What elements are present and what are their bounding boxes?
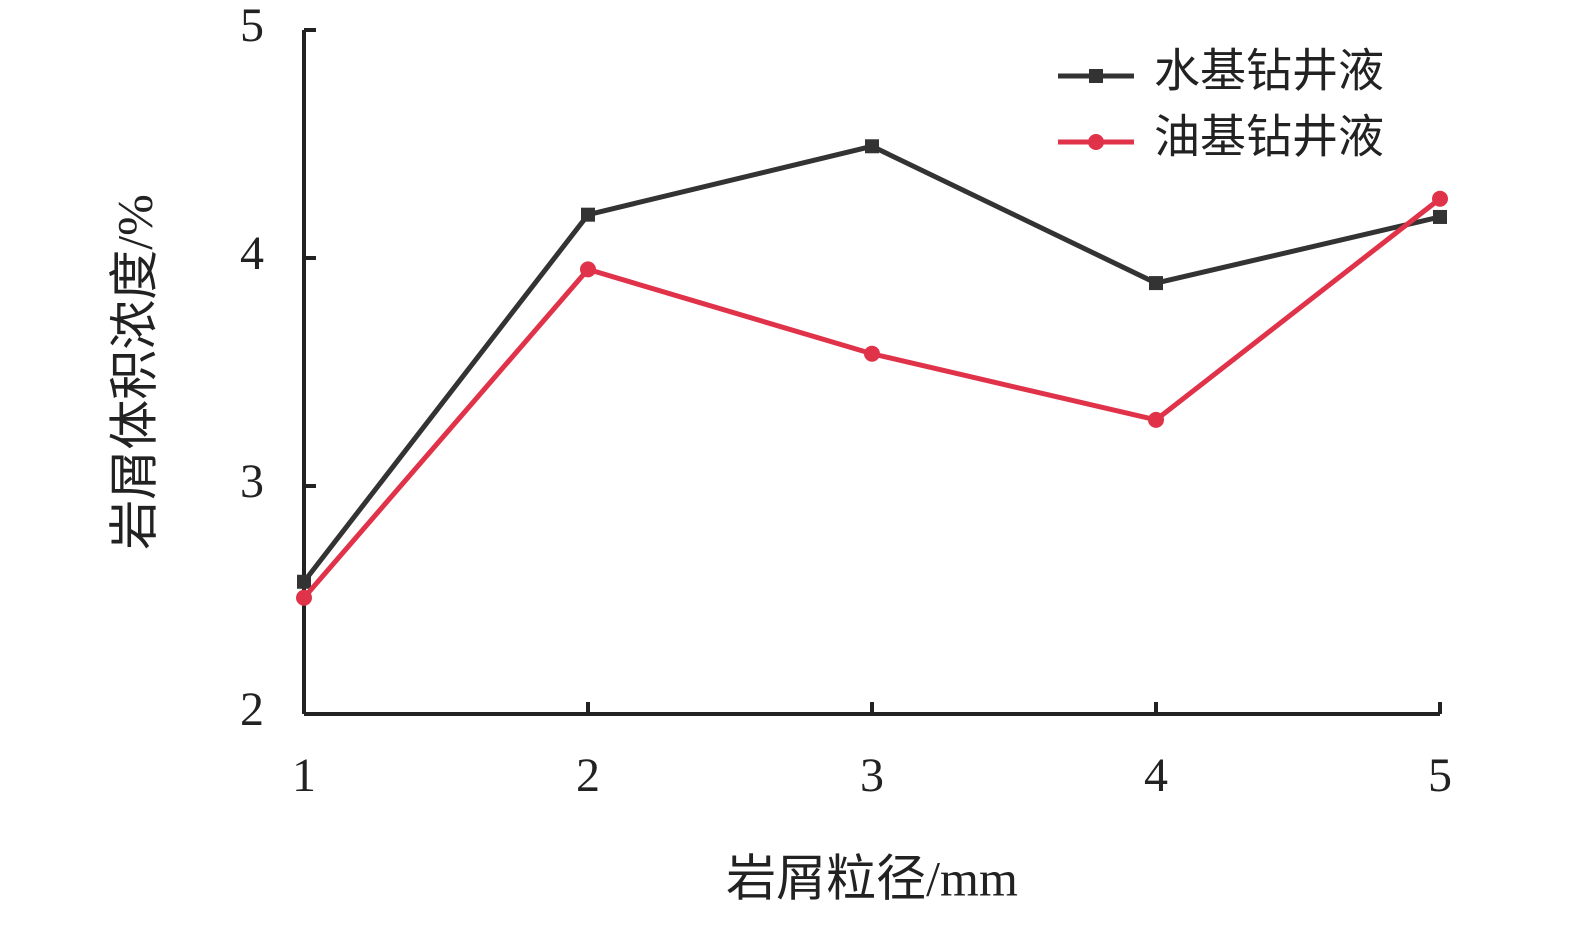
point (297, 574, 311, 589)
x-tick-label: 1 (292, 749, 316, 802)
y-tick-label: 5 (240, 0, 264, 52)
x-tick-label: 3 (860, 749, 884, 802)
point (1432, 190, 1448, 207)
point (581, 207, 595, 222)
point (1433, 209, 1447, 224)
x-tick-label: 5 (1428, 749, 1452, 802)
y-tick-label: 4 (240, 227, 264, 280)
point (580, 261, 596, 278)
point (1149, 276, 1163, 291)
y-axis-label: 岩屑体积浓度/% (106, 194, 162, 550)
x-tick-label: 2 (576, 749, 600, 802)
legend-label: 水基钻井液 (1154, 46, 1384, 97)
point (1148, 411, 1164, 428)
point (296, 589, 312, 606)
y-tick-label: 2 (240, 683, 264, 736)
x-axis-label: 岩屑粒径/mm (726, 850, 1018, 906)
x-tick-label: 4 (1144, 749, 1168, 802)
legend-marker (1089, 69, 1103, 83)
point (865, 139, 879, 154)
legend-marker (1088, 134, 1104, 150)
series-line (302, 143, 1441, 584)
legend-label: 油基钻井液 (1154, 112, 1384, 163)
y-tick-label: 3 (240, 455, 264, 508)
point (864, 345, 880, 362)
